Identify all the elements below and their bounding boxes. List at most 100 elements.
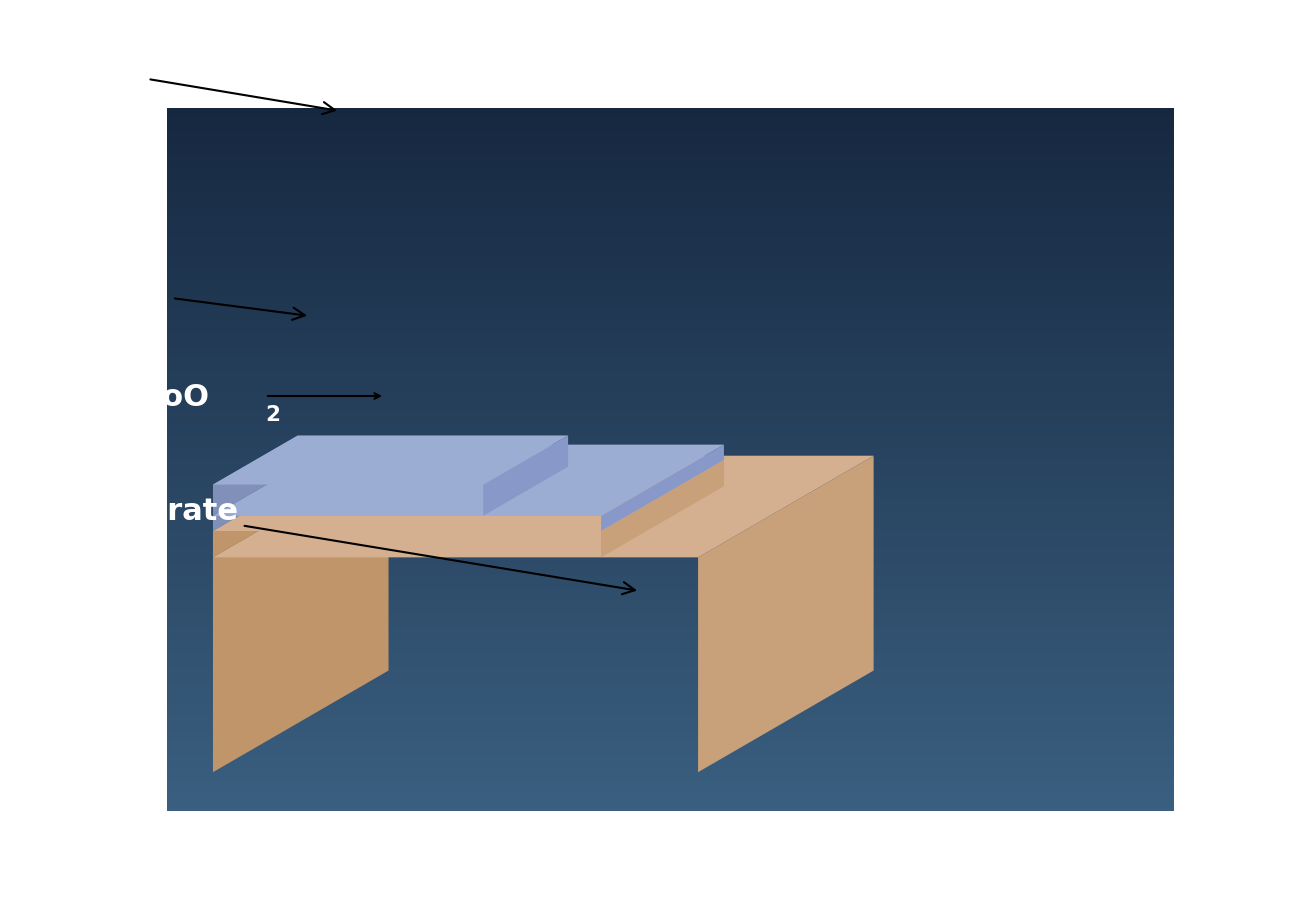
Bar: [167, 401, 1175, 404]
Bar: [167, 299, 1175, 302]
Bar: [167, 215, 1175, 218]
Bar: [167, 204, 1175, 208]
Bar: [167, 471, 1175, 474]
Bar: [167, 754, 1175, 758]
Bar: [167, 775, 1175, 779]
Bar: [167, 705, 1175, 709]
Bar: [167, 331, 1175, 333]
Bar: [167, 267, 1175, 271]
Bar: [167, 523, 1175, 527]
Bar: [167, 341, 1175, 344]
Bar: [167, 435, 1175, 439]
Bar: [167, 639, 1175, 642]
Bar: [167, 456, 1175, 460]
Bar: [167, 257, 1175, 261]
Bar: [167, 642, 1175, 646]
Bar: [167, 130, 1175, 134]
Bar: [167, 537, 1175, 541]
Bar: [167, 162, 1175, 166]
Bar: [167, 797, 1175, 800]
Bar: [167, 555, 1175, 558]
Bar: [167, 699, 1175, 702]
Bar: [167, 362, 1175, 365]
Bar: [167, 558, 1175, 562]
Bar: [167, 653, 1175, 657]
Bar: [167, 548, 1175, 551]
Bar: [167, 415, 1175, 418]
Bar: [167, 779, 1175, 783]
Bar: [167, 422, 1175, 425]
Bar: [167, 579, 1175, 583]
Bar: [167, 496, 1175, 498]
Bar: [167, 190, 1175, 193]
Bar: [167, 551, 1175, 555]
Bar: [167, 179, 1175, 183]
Bar: [167, 187, 1175, 190]
Bar: [167, 439, 1175, 443]
Bar: [167, 670, 1175, 674]
Bar: [167, 453, 1175, 456]
Bar: [167, 657, 1175, 660]
Bar: [167, 517, 1175, 519]
Bar: [167, 576, 1175, 579]
Bar: [167, 572, 1175, 576]
Bar: [167, 197, 1175, 200]
Bar: [167, 281, 1175, 284]
Bar: [167, 762, 1175, 765]
Polygon shape: [213, 456, 388, 773]
Bar: [167, 587, 1175, 589]
Bar: [167, 211, 1175, 214]
Bar: [167, 527, 1175, 530]
Bar: [167, 506, 1175, 509]
Text: Substrate: Substrate: [71, 497, 634, 595]
Bar: [167, 769, 1175, 773]
Bar: [167, 376, 1175, 379]
Bar: [167, 513, 1175, 517]
Bar: [167, 320, 1175, 323]
Polygon shape: [483, 436, 568, 517]
Bar: [167, 428, 1175, 432]
Polygon shape: [213, 436, 568, 485]
Bar: [167, 288, 1175, 292]
Bar: [167, 333, 1175, 337]
Bar: [167, 369, 1175, 373]
Polygon shape: [213, 460, 723, 531]
Bar: [167, 509, 1175, 513]
Bar: [167, 309, 1175, 312]
Bar: [167, 544, 1175, 548]
Bar: [167, 425, 1175, 428]
Bar: [167, 464, 1175, 467]
Bar: [167, 783, 1175, 786]
Bar: [167, 292, 1175, 295]
Bar: [167, 236, 1175, 239]
Bar: [167, 144, 1175, 148]
Bar: [167, 155, 1175, 159]
Bar: [167, 530, 1175, 534]
Bar: [167, 589, 1175, 593]
Bar: [167, 737, 1175, 741]
Bar: [167, 460, 1175, 464]
Bar: [167, 741, 1175, 744]
Bar: [167, 752, 1175, 754]
Bar: [167, 492, 1175, 496]
Bar: [167, 352, 1175, 354]
Bar: [167, 141, 1175, 144]
Bar: [167, 242, 1175, 246]
Bar: [167, 716, 1175, 720]
Bar: [167, 306, 1175, 309]
Bar: [167, 744, 1175, 748]
Bar: [167, 688, 1175, 691]
Bar: [167, 674, 1175, 678]
Bar: [167, 208, 1175, 211]
Bar: [167, 481, 1175, 485]
Bar: [167, 312, 1175, 316]
Bar: [167, 404, 1175, 407]
Text: LiCoO: LiCoO: [110, 382, 209, 411]
Bar: [167, 790, 1175, 793]
Bar: [167, 172, 1175, 176]
Polygon shape: [213, 460, 336, 558]
Bar: [167, 373, 1175, 376]
Bar: [167, 354, 1175, 358]
Bar: [167, 565, 1175, 568]
Text: LIPON: LIPON: [65, 277, 305, 321]
